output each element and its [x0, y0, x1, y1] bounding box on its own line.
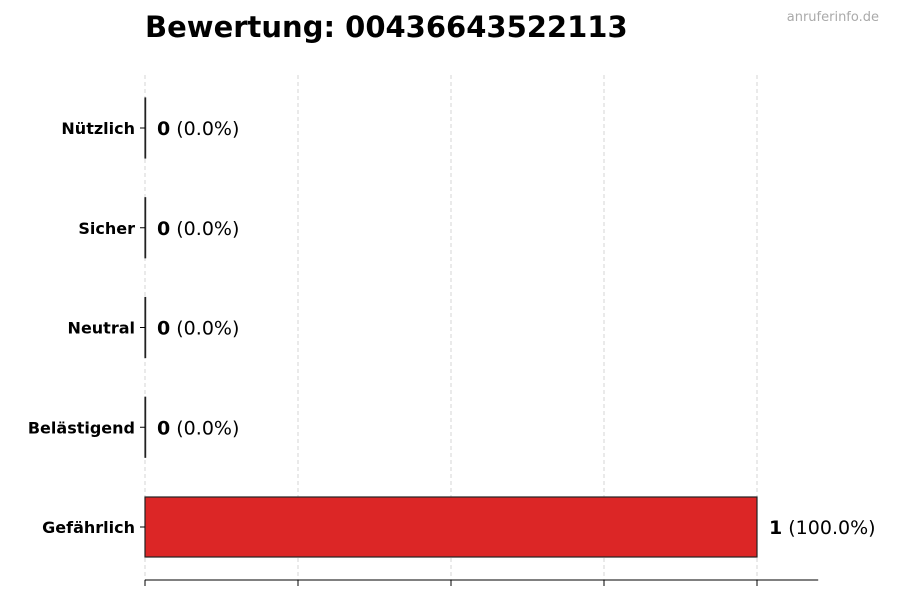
- chart-title: Bewertung: 00436643522113: [145, 10, 628, 44]
- bar-4: [144, 496, 758, 558]
- value-label: 0 (0.0%): [157, 118, 239, 140]
- watermark: anruferinfo.de: [786, 10, 879, 25]
- bar-2: [144, 296, 147, 359]
- category-label: Belästigend: [28, 418, 135, 437]
- category-label: Sicher: [78, 219, 135, 238]
- category-label: Gefährlich: [42, 518, 135, 537]
- category-label: Neutral: [68, 319, 135, 338]
- bar-3: [144, 396, 147, 458]
- category-label: Nützlich: [61, 119, 135, 138]
- bar-0: [144, 97, 147, 159]
- value-label: 0 (0.0%): [157, 318, 239, 340]
- value-label: 1 (100.0%): [769, 517, 876, 539]
- value-label: 0 (0.0%): [157, 218, 239, 240]
- bar-1: [144, 197, 147, 259]
- value-label: 0 (0.0%): [157, 417, 239, 439]
